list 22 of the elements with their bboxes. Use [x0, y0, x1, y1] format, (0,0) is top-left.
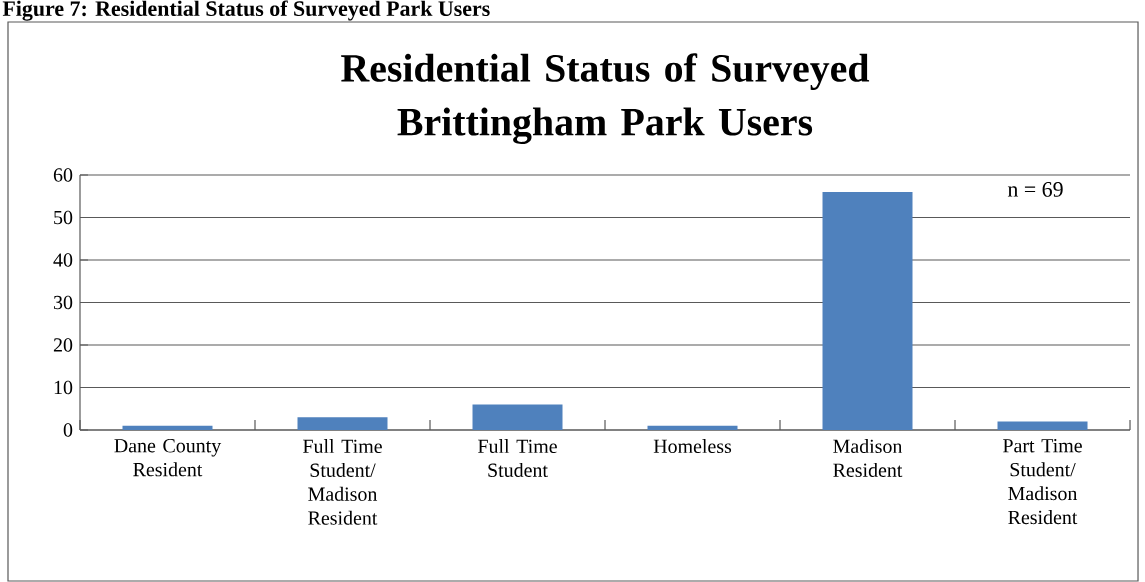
x-tick-label: Full Time Student — [478, 439, 557, 477]
y-tick-label: 20 — [53, 338, 73, 352]
x-tick-label: Homeless — [653, 439, 732, 454]
y-tick-label: 0 — [63, 423, 73, 437]
x-tick-label: Part Time Student/ Madison Resident — [1003, 439, 1082, 525]
y-tick-label: 60 — [53, 168, 73, 182]
chart-title: Residential Status of Surveyed Brittingham Park Users — [341, 53, 870, 144]
bar — [472, 404, 563, 430]
caption: Figure 7: Residential Status of Surveyed Park Users — [2, 0, 490, 21]
x-tick-label: Full Time Student/ Madison Resident — [303, 439, 382, 525]
y-tick-label: 50 — [54, 210, 73, 225]
bar — [997, 421, 1088, 430]
bar — [297, 417, 388, 430]
annotation: n = 69 — [1007, 182, 1063, 197]
bar — [122, 425, 213, 430]
x-tick-label: Dane County Resident — [114, 439, 222, 477]
x-tick-label: Madison Resident — [833, 439, 903, 477]
bar — [822, 192, 913, 430]
y-tick-label: 30 — [54, 295, 73, 310]
bar — [647, 425, 738, 430]
y-tick-label: 10 — [54, 380, 73, 395]
y-tick-label: 40 — [53, 253, 73, 267]
